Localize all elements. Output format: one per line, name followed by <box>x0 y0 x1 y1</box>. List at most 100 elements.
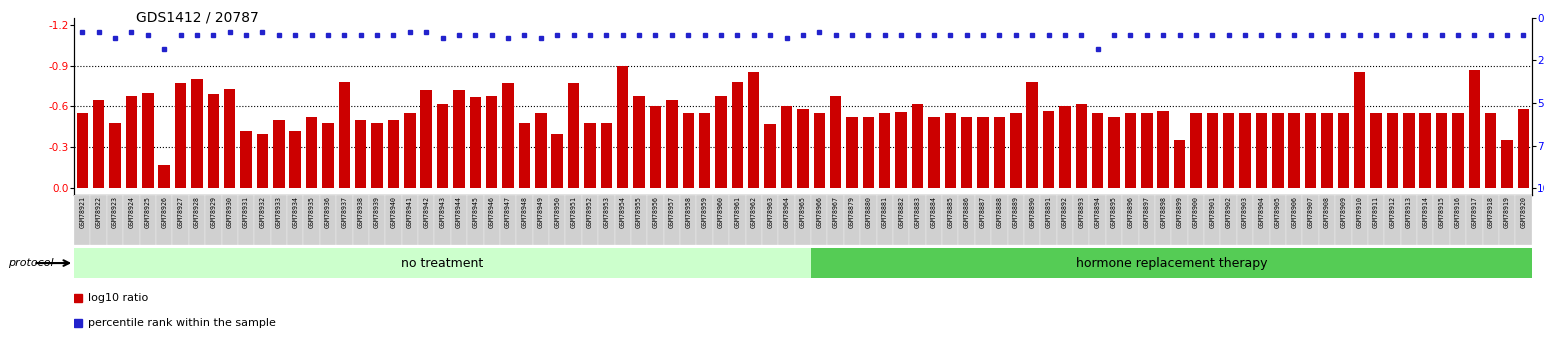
Text: hormone replacement therapy: hormone replacement therapy <box>1076 257 1268 269</box>
Bar <box>323 123 334 188</box>
Bar <box>74 195 91 245</box>
Text: GSM78963: GSM78963 <box>767 196 774 228</box>
Text: GSM78925: GSM78925 <box>145 196 151 228</box>
Bar <box>699 113 710 188</box>
Bar <box>1305 113 1317 188</box>
Bar <box>125 96 137 188</box>
Text: GSM78931: GSM78931 <box>242 196 249 228</box>
Bar <box>647 195 664 245</box>
Bar <box>191 79 202 188</box>
Text: GSM78930: GSM78930 <box>227 196 233 228</box>
Text: GSM78949: GSM78949 <box>537 196 543 228</box>
Bar <box>960 117 973 188</box>
Bar <box>1417 195 1433 245</box>
Bar <box>1141 113 1152 188</box>
Text: GSM78922: GSM78922 <box>96 196 102 228</box>
Bar <box>93 100 105 188</box>
Bar <box>256 134 269 188</box>
Text: GSM78917: GSM78917 <box>1471 196 1478 228</box>
Text: GSM78935: GSM78935 <box>309 196 315 228</box>
Bar <box>91 195 107 245</box>
Bar <box>188 195 205 245</box>
Text: GSM78907: GSM78907 <box>1308 196 1314 228</box>
Text: GSM78942: GSM78942 <box>423 196 429 228</box>
Bar <box>372 123 383 188</box>
Bar <box>715 96 727 188</box>
Text: GSM78885: GSM78885 <box>948 196 953 228</box>
Bar <box>991 195 1008 245</box>
Bar <box>1319 195 1336 245</box>
Text: GSM78954: GSM78954 <box>619 196 625 228</box>
Bar <box>1485 113 1496 188</box>
Text: GSM78926: GSM78926 <box>161 196 167 228</box>
Bar <box>142 93 153 188</box>
Bar <box>747 72 760 188</box>
Text: GSM78881: GSM78881 <box>882 196 888 228</box>
Bar <box>650 106 661 188</box>
Bar <box>107 195 124 245</box>
Bar <box>1501 140 1513 188</box>
Bar <box>306 117 318 188</box>
Text: GSM78945: GSM78945 <box>472 196 479 228</box>
Bar <box>1419 113 1431 188</box>
Bar <box>224 89 235 188</box>
Bar <box>173 195 188 245</box>
Text: GSM78952: GSM78952 <box>587 196 593 228</box>
Bar <box>454 90 465 188</box>
Bar <box>1269 195 1286 245</box>
Text: GSM78909: GSM78909 <box>1340 196 1346 228</box>
Bar <box>468 195 483 245</box>
Bar <box>174 83 187 188</box>
Text: GSM78898: GSM78898 <box>1160 196 1166 228</box>
Text: GSM78918: GSM78918 <box>1488 196 1493 228</box>
Bar <box>320 195 337 245</box>
Bar <box>811 195 828 245</box>
Text: GSM78966: GSM78966 <box>817 196 823 228</box>
Bar <box>1187 195 1204 245</box>
Text: GSM78913: GSM78913 <box>1407 196 1411 228</box>
Text: GSM78965: GSM78965 <box>800 196 806 228</box>
Text: GSM78964: GSM78964 <box>783 196 789 228</box>
Bar <box>110 123 120 188</box>
Text: GSM78944: GSM78944 <box>455 196 462 228</box>
Bar <box>1433 195 1450 245</box>
Bar <box>845 195 860 245</box>
Bar <box>811 248 1532 278</box>
Bar <box>1092 113 1104 188</box>
Bar <box>584 123 596 188</box>
Bar <box>1220 195 1237 245</box>
Bar <box>1158 110 1169 188</box>
Bar <box>1124 113 1136 188</box>
Bar <box>551 134 564 188</box>
Bar <box>764 124 775 188</box>
Bar <box>945 113 956 188</box>
Text: GSM78920: GSM78920 <box>1521 196 1527 228</box>
Bar <box>631 195 647 245</box>
Text: log10 ratio: log10 ratio <box>88 293 148 303</box>
Bar <box>696 195 713 245</box>
Text: GSM78906: GSM78906 <box>1291 196 1297 228</box>
Bar <box>1172 195 1187 245</box>
Text: GSM78936: GSM78936 <box>324 196 330 228</box>
Text: GSM78905: GSM78905 <box>1275 196 1282 228</box>
Bar <box>913 104 923 188</box>
Bar <box>994 117 1005 188</box>
Bar <box>273 120 284 188</box>
Bar <box>369 195 386 245</box>
Text: GSM78912: GSM78912 <box>1390 196 1396 228</box>
Bar <box>926 195 942 245</box>
Text: GSM78961: GSM78961 <box>735 196 741 228</box>
Bar <box>405 113 415 188</box>
Text: GSM78959: GSM78959 <box>701 196 707 228</box>
Bar <box>877 195 892 245</box>
Bar <box>270 195 287 245</box>
Bar <box>241 131 252 188</box>
Bar <box>451 195 468 245</box>
Bar <box>863 117 874 188</box>
Bar <box>550 195 565 245</box>
Bar <box>1155 195 1172 245</box>
Text: GSM78955: GSM78955 <box>636 196 642 228</box>
Bar <box>846 117 858 188</box>
Text: GSM78929: GSM78929 <box>210 196 216 228</box>
Bar <box>1237 195 1254 245</box>
